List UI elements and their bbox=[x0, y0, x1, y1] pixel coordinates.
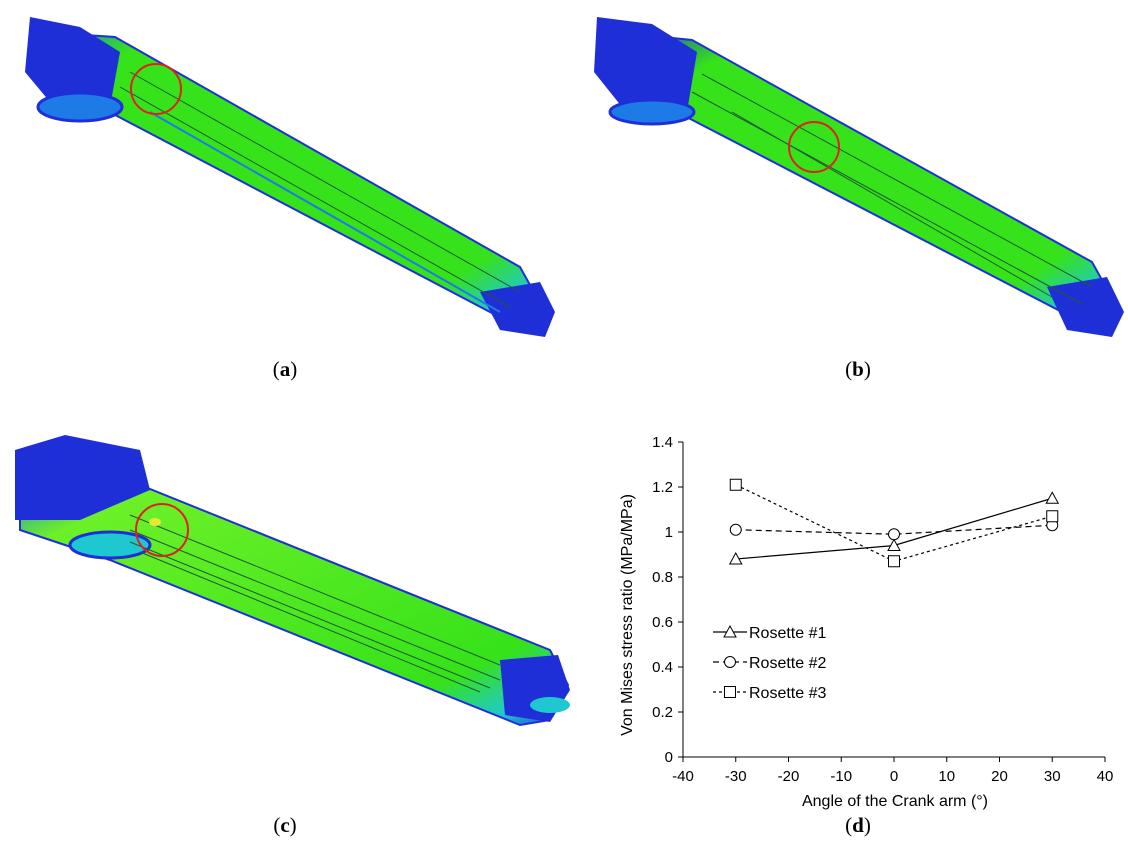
caption-a: (a) bbox=[272, 357, 298, 381]
crank-arm-hole bbox=[530, 697, 570, 713]
crank-arm-head bbox=[15, 435, 150, 520]
stress-line bbox=[139, 551, 481, 693]
triangle-marker bbox=[887, 538, 901, 551]
square-marker bbox=[729, 478, 742, 491]
caption-d: (d) bbox=[845, 813, 871, 837]
highlight-circle bbox=[135, 503, 189, 557]
legend-label: Rosette #1 bbox=[749, 625, 826, 642]
x-tick-label: 40 bbox=[1097, 768, 1114, 785]
legend-label: Rosette #2 bbox=[749, 655, 826, 672]
stress-line bbox=[731, 111, 1053, 298]
fea-model-a bbox=[25, 17, 555, 337]
x-tick-label: 30 bbox=[1044, 768, 1061, 785]
square-marker bbox=[888, 555, 900, 568]
y-axis-label: Von Mises stress ratio (MPa/MPa) bbox=[619, 494, 636, 736]
stress-line bbox=[701, 73, 1093, 288]
crank-arm-boss bbox=[36, 91, 124, 123]
y-tick-label: 0 bbox=[665, 749, 673, 766]
crank-arm-boss bbox=[68, 530, 152, 560]
stress-line bbox=[691, 91, 1083, 305]
x-tick-label: -30 bbox=[725, 768, 747, 785]
caption-c: (c) bbox=[273, 813, 297, 837]
stress-line bbox=[129, 71, 521, 293]
fea-model-b bbox=[594, 17, 1124, 337]
y-tick-label: 1.4 bbox=[652, 434, 673, 451]
stress-line bbox=[149, 111, 501, 313]
x-tick-label: -40 bbox=[672, 768, 694, 785]
fea-model-c bbox=[15, 435, 570, 727]
stress-ratio-chart: Von Mises stress ratio (MPa/MPa) Angle o… bbox=[619, 434, 1114, 810]
crank-arm-head bbox=[594, 17, 697, 112]
square-marker bbox=[1046, 510, 1059, 523]
x-axis-label: Angle of the Crank arm (°) bbox=[802, 793, 988, 810]
triangle-marker bbox=[1045, 491, 1060, 504]
stress-hotspot bbox=[149, 518, 161, 526]
highlight-circle bbox=[788, 121, 840, 173]
stress-line bbox=[129, 541, 491, 689]
circle-marker bbox=[729, 523, 742, 536]
crank-arm-foot bbox=[480, 282, 555, 337]
crank-arm-body bbox=[19, 473, 570, 727]
crank-arm-boss bbox=[608, 98, 696, 126]
stress-line bbox=[129, 514, 501, 666]
y-tick-label: 1 bbox=[665, 524, 673, 541]
series-line bbox=[735, 524, 1053, 535]
triangle-marker bbox=[723, 624, 737, 638]
x-tick-label: 10 bbox=[938, 768, 955, 785]
x-tick-label: -20 bbox=[778, 768, 800, 785]
square-marker bbox=[724, 686, 736, 698]
legend-label: Rosette #3 bbox=[749, 685, 826, 702]
x-tick-label: 0 bbox=[890, 768, 898, 785]
crank-arm-body bbox=[38, 30, 547, 332]
circle-marker bbox=[888, 528, 900, 541]
x-tick-label: 20 bbox=[991, 768, 1008, 785]
highlight-circle bbox=[130, 63, 182, 115]
y-tick-label: 0.8 bbox=[652, 569, 673, 586]
stress-line bbox=[119, 86, 511, 308]
y-tick-label: 0.6 bbox=[652, 614, 673, 631]
crank-arm-foot bbox=[1047, 277, 1124, 337]
circle-marker bbox=[724, 656, 736, 668]
x-tick-label: -10 bbox=[830, 768, 852, 785]
y-tick-label: 0.4 bbox=[652, 659, 673, 676]
caption-b: (b) bbox=[845, 357, 871, 381]
y-tick-label: 0.2 bbox=[652, 704, 673, 721]
triangle-marker bbox=[728, 551, 743, 565]
crank-arm-head bbox=[25, 17, 120, 107]
stress-line bbox=[129, 529, 501, 681]
y-tick-label: 1.2 bbox=[652, 479, 673, 496]
